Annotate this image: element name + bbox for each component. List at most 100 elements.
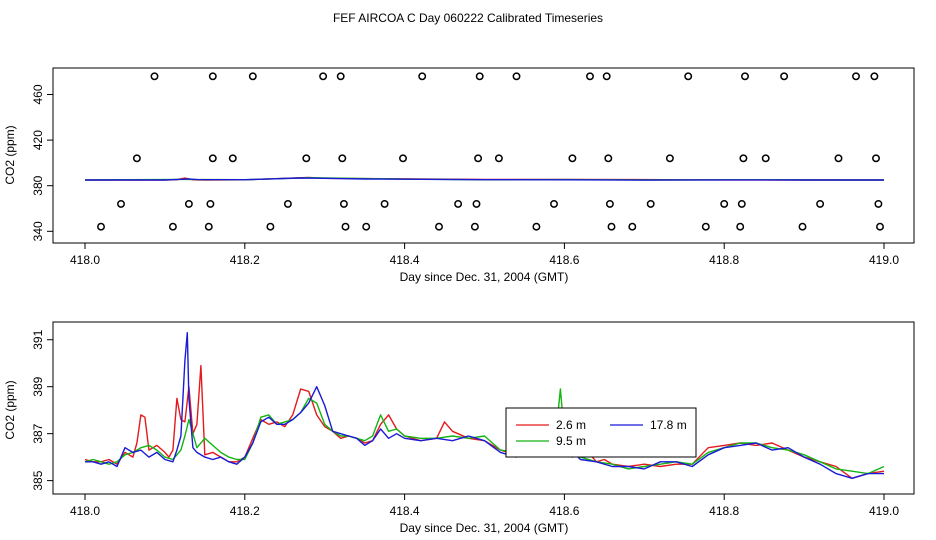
bottom-y-axis-label: CO2 (ppm)	[3, 380, 17, 439]
data-point	[628, 222, 637, 231]
figure-title: FEF AIRCOA C Day 060222 Calibrated Times…	[333, 11, 603, 25]
data-point	[380, 199, 389, 208]
x-tick-label: 418.2	[230, 253, 260, 267]
data-point	[454, 199, 463, 208]
data-point	[97, 222, 105, 231]
data-point	[780, 72, 789, 81]
data-point	[568, 154, 577, 163]
legend-box	[505, 407, 697, 458]
series-line-2-6-m	[84, 364, 885, 479]
legend: 2.6 m 9.5 m 17.8 m	[505, 407, 697, 458]
data-point	[602, 72, 611, 81]
legend-label-2-6m: 2.6 m	[556, 418, 586, 432]
x-tick-label: 418.4	[390, 253, 420, 267]
x-tick-label: 418.4	[390, 504, 420, 518]
data-point	[117, 199, 125, 208]
x-tick-label: 418.6	[549, 504, 579, 518]
data-point	[720, 199, 729, 208]
data-point	[741, 72, 749, 81]
bottom-y-axis: 385 387 389 391	[31, 329, 53, 491]
data-point	[870, 72, 879, 81]
data-point	[399, 154, 407, 163]
data-point	[206, 199, 215, 208]
data-point	[362, 222, 371, 231]
y-tick-label: 385	[31, 470, 45, 490]
series-line-17-8-m	[85, 332, 884, 479]
data-point	[876, 222, 884, 231]
data-point	[646, 199, 655, 208]
data-point	[168, 222, 177, 231]
data-point	[604, 154, 613, 163]
data-point	[532, 222, 541, 231]
top-calibration-points	[97, 72, 884, 231]
data-point	[266, 222, 275, 231]
data-point	[319, 72, 328, 81]
data-point	[470, 222, 479, 231]
data-point	[248, 72, 257, 81]
data-point	[283, 199, 292, 208]
x-tick-label: 418.2	[230, 504, 260, 518]
top-x-axis-label: Day since Dec. 31, 2004 (GMT)	[400, 270, 569, 284]
data-point	[816, 199, 825, 208]
x-tick-label: 418.8	[709, 504, 739, 518]
data-point	[494, 154, 503, 163]
data-point	[150, 72, 159, 81]
data-point	[586, 72, 594, 81]
data-point	[761, 154, 770, 163]
top-y-axis: 340 380 420 460	[31, 84, 53, 241]
bottom-series-lines	[84, 332, 885, 479]
data-point	[665, 154, 674, 163]
series-line-9-5-m	[84, 388, 885, 475]
data-point	[302, 154, 311, 163]
y-tick-label: 387	[31, 423, 45, 443]
x-tick-label: 418.6	[549, 253, 579, 267]
x-tick-label: 418.0	[70, 504, 100, 518]
x-tick-label: 419.0	[869, 504, 899, 518]
data-point	[228, 154, 237, 163]
data-point	[184, 199, 193, 208]
top-series-lines	[84, 176, 885, 181]
legend-label-9-5m: 9.5 m	[556, 434, 586, 448]
data-point	[475, 72, 484, 81]
data-point	[435, 222, 443, 231]
data-point	[208, 154, 217, 163]
data-point	[418, 72, 427, 81]
data-point	[132, 154, 141, 163]
y-tick-label: 389	[31, 376, 45, 396]
x-tick-label: 418.0	[70, 253, 100, 267]
x-tick-label: 419.0	[869, 253, 899, 267]
data-point	[474, 154, 483, 163]
x-tick-label: 418.8	[709, 253, 739, 267]
data-point	[852, 72, 860, 81]
data-point	[834, 154, 843, 163]
data-point	[338, 154, 347, 163]
data-point	[739, 154, 748, 163]
data-point	[798, 222, 807, 231]
data-point	[472, 199, 481, 208]
data-point	[336, 72, 345, 81]
bottom-x-axis: 418.0 418.2 418.4 418.6 418.8 419.0	[70, 494, 899, 518]
y-tick-label: 340	[31, 221, 45, 241]
data-point	[874, 199, 883, 208]
bottom-plot-frame	[52, 321, 915, 495]
y-tick-label: 420	[31, 130, 45, 150]
data-point	[208, 72, 217, 81]
data-point	[872, 154, 880, 163]
data-point	[607, 222, 616, 231]
y-tick-label: 380	[31, 175, 45, 195]
data-point	[341, 222, 350, 231]
data-point	[550, 199, 558, 208]
data-point	[684, 72, 693, 81]
top-plot-frame	[52, 67, 915, 244]
legend-label-17-8m: 17.8 m	[650, 418, 687, 432]
y-tick-label: 391	[31, 329, 45, 349]
data-point	[605, 199, 614, 208]
data-point	[737, 199, 746, 208]
y-tick-label: 460	[31, 84, 45, 104]
top-x-axis: 418.0 418.2 418.4 418.6 418.8 419.0	[70, 243, 899, 267]
data-point	[512, 72, 521, 81]
data-point	[204, 222, 213, 231]
